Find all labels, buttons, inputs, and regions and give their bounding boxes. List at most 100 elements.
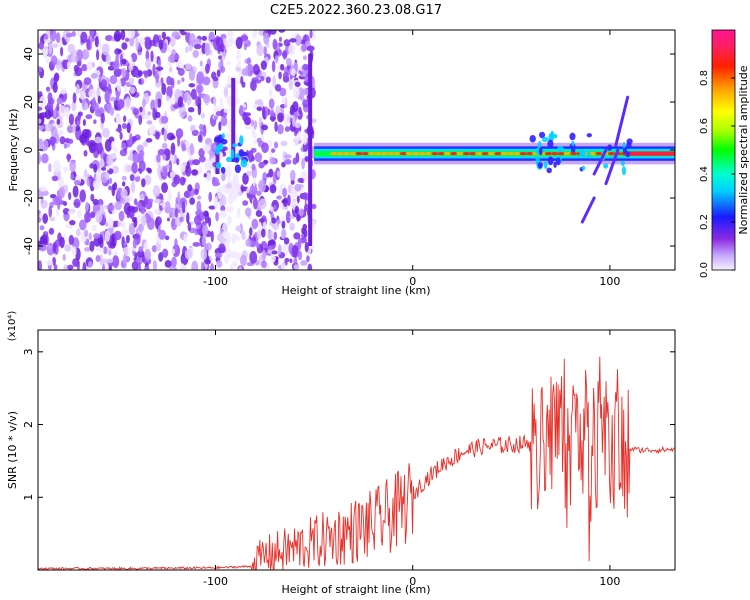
noise-blob (158, 39, 164, 50)
noise-blob (198, 148, 205, 158)
spectrogram-y-tick-label: 0 (22, 147, 35, 154)
noise-blob (125, 96, 131, 108)
snr-x-tick-label: 100 (599, 575, 620, 588)
noise-blob (252, 197, 258, 210)
scintillation-streak (580, 196, 596, 224)
noise-blob (59, 236, 65, 249)
noise-blob (90, 193, 95, 202)
noise-blob (255, 242, 260, 249)
scintillation-blob (580, 151, 585, 157)
noise-blob (93, 233, 101, 239)
noise-blob (139, 193, 145, 201)
noise-blob (236, 60, 242, 66)
noise-blob (56, 97, 63, 105)
colorbar-gradient (712, 30, 735, 270)
noise-blob (96, 49, 100, 61)
noise-blob (114, 201, 122, 211)
noise-blob (216, 233, 224, 242)
noise-blob (246, 57, 252, 66)
noise-blob (93, 119, 97, 125)
noise-blob (306, 45, 315, 52)
noise-blob (276, 170, 281, 178)
noise-blob (74, 179, 81, 186)
noise-blob (222, 222, 229, 231)
noise-blob (202, 124, 207, 137)
noise-blob (212, 181, 221, 187)
noise-blob (105, 154, 114, 166)
noise-blob (121, 236, 126, 249)
noise-blob (288, 44, 296, 56)
noise-blob (112, 60, 120, 70)
noise-blob (76, 228, 81, 237)
noise-blob (66, 125, 74, 133)
noise-blob (216, 69, 221, 78)
noise-blob (144, 248, 151, 261)
noise-blob (168, 66, 173, 73)
carrier-core (450, 152, 458, 156)
noise-blob (107, 83, 112, 94)
noise-blob (161, 83, 167, 96)
noise-blob (38, 260, 43, 270)
noise-blob (56, 118, 61, 125)
noise-blob (237, 236, 241, 242)
scintillation-blob (581, 165, 586, 171)
noise-blob (202, 210, 209, 217)
noise-blob (126, 122, 131, 134)
noise-blob (189, 142, 194, 155)
noise-blob (38, 118, 42, 124)
noise-blob (132, 238, 137, 249)
noise-blob (97, 95, 101, 105)
noise-blob (219, 210, 227, 219)
carrier-core (507, 152, 515, 156)
noise-blob (142, 70, 150, 75)
noise-blob (219, 97, 223, 110)
spectrogram-y-label: Frequency (Hz) (7, 109, 20, 192)
noise-blob (188, 44, 193, 52)
noise-blob (194, 38, 202, 45)
noise-blob (76, 120, 81, 126)
noise-blob (218, 243, 226, 254)
noise-blob (273, 231, 278, 241)
noise-blob (75, 83, 80, 95)
noise-streak (231, 78, 236, 162)
noise-blob (261, 124, 269, 131)
noise-blob (261, 249, 267, 261)
noise-blob (38, 138, 44, 150)
noise-blob (58, 186, 66, 199)
noise-blob (263, 46, 267, 56)
noise-blob (176, 90, 183, 97)
noise-blob (269, 206, 274, 212)
noise-blob (111, 233, 115, 247)
spectrogram-x-label: Height of straight line (km) (281, 284, 430, 297)
noise-blob (205, 63, 210, 74)
carrier-core (387, 152, 395, 156)
noise-blob (215, 111, 223, 117)
noise-blob (252, 132, 257, 139)
carrier-core (437, 152, 445, 156)
noise-blob (302, 63, 310, 71)
noise-blob (192, 50, 199, 58)
noise-blob (211, 142, 216, 153)
noise-blob (93, 163, 98, 173)
noise-blob (270, 148, 276, 153)
noise-blob (117, 48, 122, 54)
carrier-core (462, 152, 470, 156)
noise-blob (129, 132, 133, 145)
noise-blob (224, 132, 233, 139)
noise-blob (68, 234, 75, 246)
noise-blob (39, 95, 47, 107)
spectrogram-x-tick-label: -100 (203, 275, 228, 288)
noise-blob (132, 151, 140, 164)
noise-blob (128, 77, 135, 85)
noise-blob (225, 37, 233, 48)
carrier-core (393, 152, 401, 156)
noise-blob (260, 228, 266, 238)
noise-blob (258, 161, 265, 169)
noise-blob (48, 163, 52, 173)
noise-blob (59, 136, 66, 145)
noise-blob (198, 123, 204, 131)
noise-blob (278, 71, 282, 80)
noise-blob (311, 203, 317, 210)
noise-blob (289, 38, 297, 43)
noise-blob (245, 65, 249, 77)
